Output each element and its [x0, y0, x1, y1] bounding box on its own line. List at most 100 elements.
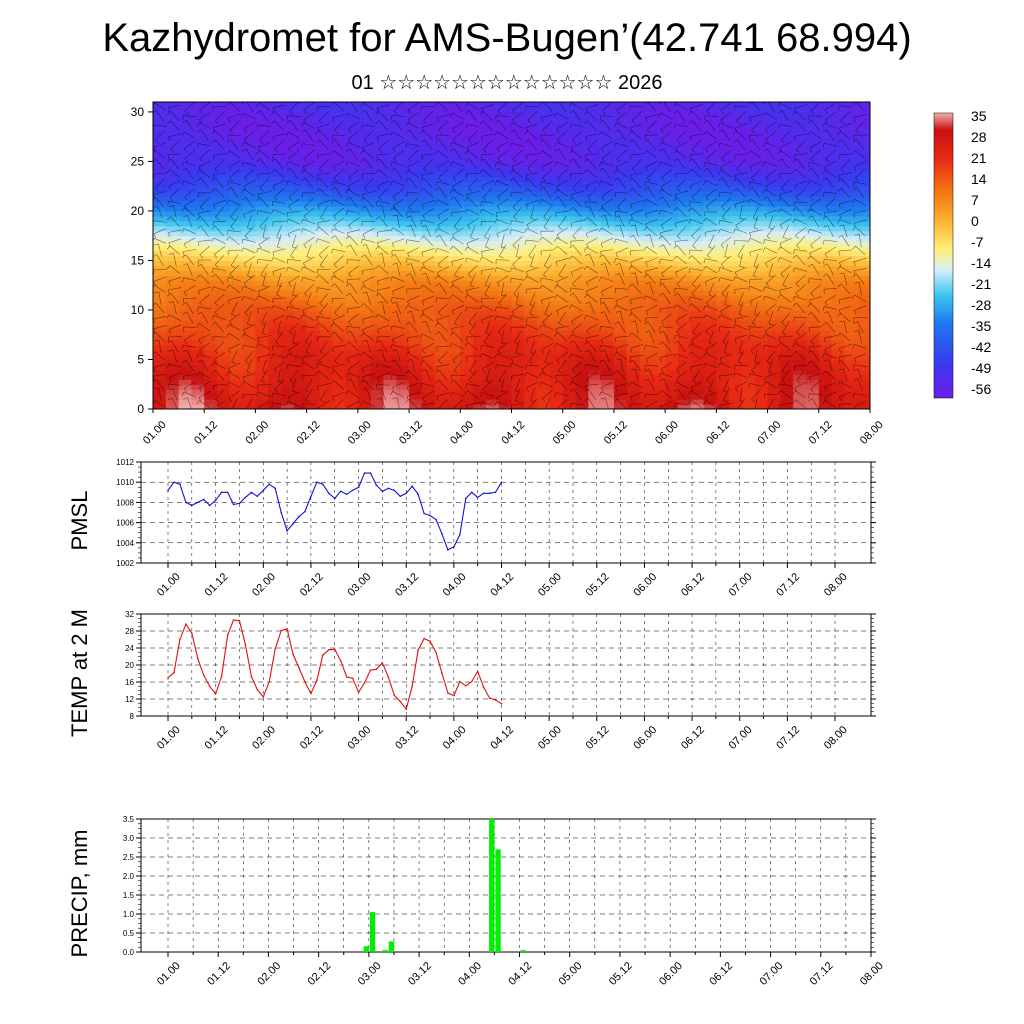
heatmap-cell: [665, 181, 679, 187]
wind-barb-flag: [167, 363, 169, 369]
heatmap-cell: [153, 349, 167, 356]
heatmap-cell: [805, 275, 820, 281]
wind-barb-flag: [362, 376, 364, 382]
wind-barb-flag: [464, 294, 468, 299]
heatmap-cell: [511, 176, 525, 182]
heatmap-cell: [409, 171, 423, 177]
heatmap-cell: [690, 349, 705, 356]
heatmap-cell: [703, 171, 717, 177]
wind-barb-flag: [600, 387, 604, 392]
heatmap-cell: [831, 280, 845, 286]
heatmap-cell: [511, 146, 525, 153]
heatmap-cell: [857, 220, 870, 227]
heatmap-cell: [767, 131, 781, 138]
heatmap-cell: [370, 369, 385, 375]
wind-barb: [635, 320, 639, 334]
wind-barb-flag: [334, 312, 339, 317]
heatmap-cell: [498, 106, 513, 113]
heatmap-cell: [421, 215, 436, 222]
heatmap-cell: [652, 275, 666, 281]
wind-barb-flag: [615, 300, 618, 306]
wind-barb-flag: [631, 272, 636, 274]
wind-barb-flag: [332, 366, 334, 372]
heatmap-cell: [191, 102, 205, 108]
heatmap-cell: [741, 146, 756, 153]
heatmap-cell: [281, 344, 295, 351]
wind-barb: [513, 283, 522, 295]
heatmap-cell: [421, 280, 436, 286]
heatmap-cell: [178, 201, 193, 207]
wind-barb: [676, 255, 687, 265]
heatmap-cell: [153, 102, 167, 108]
heatmap-cell: [396, 374, 410, 380]
heatmap-cell: [601, 334, 615, 341]
heatmap-cell: [601, 205, 615, 212]
heatmap-cell: [652, 329, 666, 336]
wind-barb-flag: [837, 381, 840, 387]
heatmap-cell: [178, 255, 193, 262]
wind-barb: [739, 387, 743, 401]
heatmap-cell: [767, 270, 781, 276]
heatmap-cell: [588, 314, 602, 321]
heatmap-cell: [204, 389, 218, 395]
wind-barb-flag: [539, 277, 542, 283]
heatmap-cell: [268, 201, 282, 207]
wind-barb: [408, 399, 419, 409]
heatmap-cell: [217, 275, 231, 281]
wind-barb: [272, 267, 286, 272]
heatmap-cell: [460, 245, 474, 252]
heatmap-cell: [857, 334, 870, 341]
wind-barb: [615, 344, 629, 349]
heatmap-cell: [844, 314, 858, 321]
wind-barb-flag: [659, 283, 664, 287]
heatmap-cell: [255, 210, 269, 217]
heatmap-cell: [729, 260, 743, 266]
heatmap-cell: [767, 161, 781, 167]
heatmap-cell: [191, 394, 205, 400]
heatmap-cell: [473, 161, 487, 167]
heatmap-cell: [511, 275, 525, 281]
heatmap-cell: [255, 359, 269, 366]
heatmap-cell: [421, 389, 436, 395]
wind-barb: [186, 302, 194, 314]
heatmap-cell: [281, 250, 295, 257]
heatmap-cell: [524, 250, 538, 257]
heatmap-cell: [665, 389, 679, 395]
heatmap-cell: [319, 290, 333, 296]
wind-barb-flag: [509, 362, 512, 368]
wind-barb: [350, 378, 357, 391]
heatmap-cell: [831, 329, 845, 336]
heatmap-cell: [409, 116, 423, 123]
heatmap-cell: [255, 314, 269, 321]
heatmap-cell: [178, 220, 193, 227]
heatmap-cell: [421, 235, 436, 242]
wind-barb-flag: [501, 294, 506, 297]
heatmap-cell: [370, 111, 385, 118]
heatmap-cell: [831, 275, 845, 281]
heatmap-cell: [383, 329, 397, 336]
wind-barb-flag: [315, 274, 320, 279]
heatmap-cell: [857, 324, 870, 331]
heatmap-cell: [511, 111, 525, 118]
wind-barb-flag: [584, 315, 587, 320]
heatmap-cell: [447, 344, 461, 351]
heatmap-cell: [255, 280, 269, 286]
heatmap-cell: [677, 235, 692, 242]
heatmap-cell: [524, 136, 538, 143]
heatmap-cell: [767, 379, 781, 385]
heatmap-cell: [562, 285, 577, 291]
heatmap-cell: [588, 166, 602, 172]
wind-barb: [273, 361, 285, 370]
heatmap-cell: [652, 205, 666, 212]
heatmap-cell: [511, 344, 525, 351]
heatmap-cell: [409, 196, 423, 202]
wind-barb: [541, 372, 554, 379]
heatmap-cell: [575, 102, 589, 108]
heatmap-cell: [626, 300, 641, 306]
heatmap-cell: [409, 250, 423, 257]
wind-barb-flag: [260, 274, 265, 278]
heatmap-cell: [844, 186, 858, 192]
heatmap-cell: [434, 394, 449, 400]
heatmap-cell: [319, 319, 333, 326]
